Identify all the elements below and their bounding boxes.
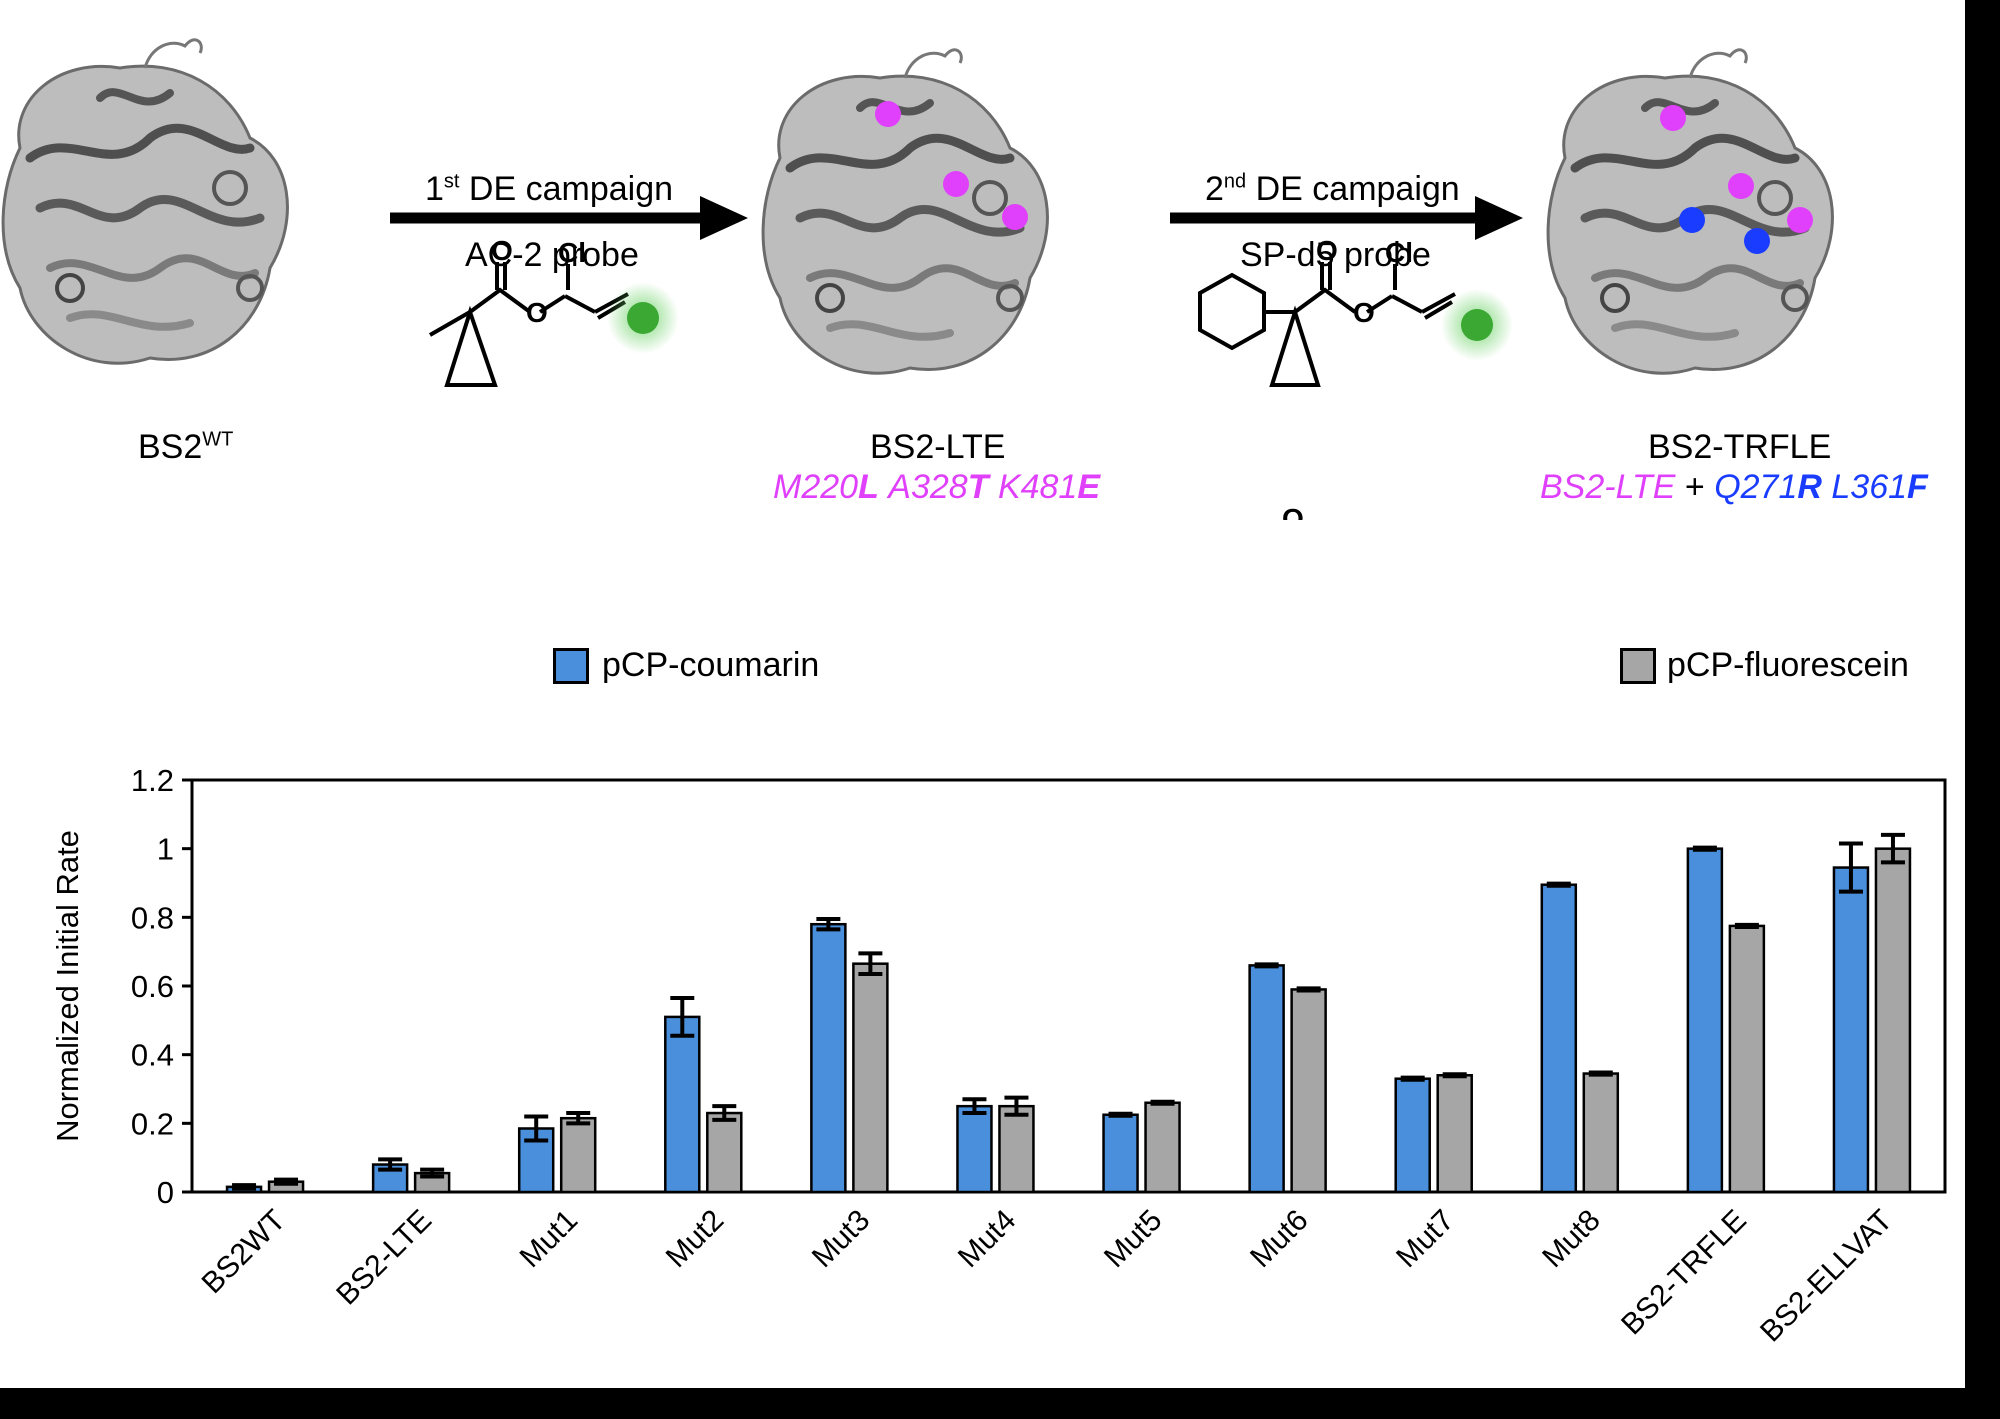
spd5-carbonyl-oxygen: O <box>1316 235 1338 266</box>
bar-coumarin <box>664 1015 701 1194</box>
x-tick-label: BS2-ELLVAT <box>1754 1204 1899 1349</box>
spd5-chlorine: Cl <box>1385 237 1413 268</box>
x-tick-label: BS2WT <box>196 1204 292 1300</box>
legend-swatch-coumarin <box>553 648 589 684</box>
mutation-site-marker <box>1002 204 1028 230</box>
ac2-ester-oxygen: O <box>526 297 548 328</box>
spd5-probe-fluorophore <box>1441 289 1513 361</box>
protein-structure-trfle <box>1548 50 1832 373</box>
bar-coumarin <box>810 922 847 1194</box>
arrow1-campaign-label: 1st DE campaign <box>425 170 674 208</box>
x-tick-label: Mut4 <box>952 1204 1023 1275</box>
x-tick-label: BS2-TRFLE <box>1615 1204 1753 1342</box>
bar-fluorescein <box>852 962 889 1194</box>
reaction-arrow-2 <box>1170 196 1523 240</box>
arrow2-probe-label: SP-d5 probe <box>1240 236 1431 274</box>
y-tick-label: 0.2 <box>131 1106 174 1141</box>
bar-fluorescein <box>559 1116 597 1194</box>
x-tick-label: Mut3 <box>806 1204 877 1275</box>
bar-fluorescein <box>1582 1072 1620 1194</box>
legend-label-coumarin: pCP-coumarin <box>602 646 820 684</box>
protein-structure-lte <box>763 50 1047 373</box>
x-tick-label: Mut8 <box>1536 1204 1607 1275</box>
mutations-lte: M220L A328T K481E <box>773 468 1101 506</box>
ac2-probe-fluorophore <box>607 282 679 354</box>
spd5-ester-oxygen: O <box>1353 297 1375 328</box>
spd5-probe-structure <box>1198 262 1456 387</box>
protein-structure-wt <box>3 40 287 363</box>
protein-label-wt: BS2WT <box>138 428 234 466</box>
mutation-site-marker <box>1728 173 1754 199</box>
bar-coumarin <box>1248 964 1285 1194</box>
arrow1-probe-label: AC-2 probe <box>465 236 639 274</box>
protein-label-lte: BS2-LTE <box>870 428 1006 466</box>
y-tick-label: 0.4 <box>131 1038 174 1073</box>
x-tick-label: Mut6 <box>1244 1204 1315 1275</box>
plot-frame <box>190 778 1947 1194</box>
ac2-chlorine: Cl <box>558 237 586 268</box>
y-tick-label: 1.2 <box>131 768 174 798</box>
figure-canvas: O O Cl O O Cl <box>0 0 1965 1388</box>
mutation-site-marker <box>1787 207 1813 233</box>
bar-fluorescein <box>1436 1074 1473 1194</box>
bar-chart: 0 0.2 0.4 0.6 0.8 1 1.2 Normalized Initial Rate… <box>50 768 1947 1349</box>
x-tick-label: Mut5 <box>1098 1204 1169 1275</box>
y-axis-label: Normalized Initial Rate <box>50 830 85 1142</box>
y-tick-label: 1 <box>157 832 174 867</box>
x-tick-label: Mut2 <box>660 1204 731 1275</box>
mutation-site-marker <box>1679 207 1705 233</box>
mutation-site-marker <box>943 171 969 197</box>
arrow2-campaign-label: 2nd DE campaign <box>1205 170 1460 208</box>
bar-coumarin <box>1540 883 1578 1194</box>
protein-label-trfle: BS2-TRFLE <box>1648 428 1832 466</box>
bar-coumarin <box>1686 847 1724 1194</box>
bar-coumarin <box>956 1104 993 1194</box>
ac2-carbonyl-oxygen: O <box>491 235 513 266</box>
bar-coumarin <box>1832 866 1870 1194</box>
reaction-arrow-1 <box>390 196 748 240</box>
mutation-site-marker <box>1660 105 1686 131</box>
legend-swatch-fluorescein <box>1620 648 1656 684</box>
fluorescein-oxygen: O <box>1282 503 1304 520</box>
y-tick-label: 0.6 <box>131 969 174 1004</box>
bar-fluorescein <box>1874 847 1912 1194</box>
mutations-trfle: BS2-LTE + Q271R L361F <box>1540 468 1928 506</box>
y-tick-label: 0.8 <box>131 900 174 935</box>
legend-label-fluorescein: pCP-fluorescein <box>1667 646 1909 684</box>
bar-coumarin <box>1102 1113 1139 1194</box>
bar-fluorescein <box>1290 988 1327 1194</box>
bar-fluorescein <box>1728 924 1766 1194</box>
bar-coumarin <box>1394 1077 1431 1194</box>
x-tick-label: Mut1 <box>514 1204 585 1275</box>
x-tick-label: BS2-LTE <box>330 1204 438 1312</box>
mutation-site-marker <box>1744 228 1770 254</box>
x-tick-label: Mut7 <box>1390 1204 1461 1275</box>
mutation-site-marker <box>875 101 901 127</box>
bar-fluorescein <box>706 1111 743 1194</box>
directed-evolution-scheme: O O Cl O O Cl <box>0 0 1965 520</box>
y-tick-label: 0 <box>157 1175 174 1210</box>
bar-fluorescein <box>1144 1101 1181 1194</box>
bar-fluorescein <box>998 1104 1035 1194</box>
